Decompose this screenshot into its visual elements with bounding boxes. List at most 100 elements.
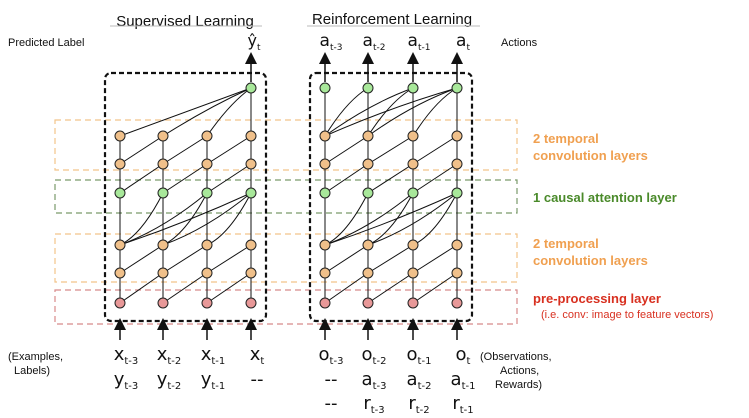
rl-node-r3-c2 [407,187,419,199]
supervised-node-r3-c2 [201,187,213,199]
supervised-node-r5-c2 [201,267,213,279]
supervised-node-r1-c2 [201,130,213,142]
rl-node-r2-c2 [407,158,419,170]
rl-node-r3-c0 [319,187,331,199]
observations-label-line3: Rewards) [495,379,542,391]
rl-node-r5-c0 [319,267,331,279]
observations-label-line1: (Observations, [480,351,552,363]
supervised-node-r4-c3 [245,239,257,251]
supervised-node-r5-c0 [114,267,126,279]
rl-output-symbol: at-3 [320,31,343,53]
rl-node-r0-c2 [407,82,419,94]
preprocessing-band [54,289,518,325]
supervised-node-r5-c1 [157,267,169,279]
rl-node-r6-c0 [319,297,331,309]
supervised-node-r6-c1 [157,297,169,309]
preprocessing-label: pre-processing layer [533,291,661,306]
rl-model-box [308,71,474,323]
supervised-node-r6-c2 [201,297,213,309]
examples-label-line2: Labels) [14,365,50,377]
rl-node-r2-c0 [319,158,331,170]
preprocessing-note: (i.e. conv: image to feature vectors) [541,309,713,321]
temporal-top-band [54,119,518,171]
supervised-node-r4-c1 [157,239,169,251]
supervised-input-y: yt-1 [201,369,226,392]
rl-node-r5-c2 [407,267,419,279]
rl-input-a: at-1 [451,369,476,392]
supervised-node-r4-c2 [201,239,213,251]
supervised-node-r2-c2 [201,158,213,170]
rl-node-r2-c3 [451,158,463,170]
rl-node-r6-c1 [362,297,374,309]
rl-node-r3-c3 [451,187,463,199]
temporal-bottom-label-line1: 2 temporal [533,236,599,251]
causal-attention-band [54,179,518,214]
supervised-node-r3-c1 [157,187,169,199]
reinforcement-learning-title: Reinforcement Learning [312,11,472,28]
supervised-node-r0-c3 [245,82,257,94]
rl-input-o: ot-3 [319,344,344,367]
supervised-input-x: xt-2 [157,344,182,367]
rl-input-r: rt-1 [452,393,473,416]
actions-label-text: Actions [501,37,538,49]
supervised-learning-title: Supervised Learning [116,13,254,30]
rl-node-r4-c0 [319,239,331,251]
supervised-node-r1-c1 [157,130,169,142]
rl-network [308,52,474,340]
rl-input-o: ot-1 [407,344,432,367]
examples-label-line1: (Examples, [8,351,63,363]
rl-node-r0-c1 [362,82,374,94]
rl-node-r2-c1 [362,158,374,170]
causal-attention-label: 1 causal attention layer [533,190,677,205]
supervised-network [103,52,268,340]
rl-node-r0-c3 [451,82,463,94]
rl-output-symbol: at-2 [363,31,386,53]
rl-node-r6-c2 [407,297,419,309]
supervised-node-r1-c0 [114,130,126,142]
supervised-output-symbol: ŷt [248,31,261,53]
supervised-node-r3-c0 [114,187,126,199]
rl-node-r4-c2 [407,239,419,251]
supervised-node-r6-c3 [245,297,257,309]
supervised-input-x: xt-1 [201,344,226,367]
supervised-node-r2-c1 [157,158,169,170]
temporal-top-label-line2: convolution layers [533,148,648,163]
rl-node-r1-c2 [407,130,419,142]
rl-input-a: at-3 [362,369,387,392]
supervised-node-r5-c3 [245,267,257,279]
rl-node-r4-c3 [451,239,463,251]
rl-input-r: -- [325,393,338,414]
rl-input-r: rt-3 [363,393,384,416]
rl-node-r5-c1 [362,267,374,279]
rl-output-symbol: at [456,31,470,53]
observations-label-line2: Actions, [500,365,539,377]
rl-node-r1-c3 [451,130,463,142]
temporal-top-label-line1: 2 temporal [533,131,599,146]
rl-node-r5-c3 [451,267,463,279]
rl-input-o: ot-2 [362,344,387,367]
supervised-input-y: yt-3 [114,369,139,392]
supervised-node-r4-c0 [114,239,126,251]
supervised-model-box [103,71,268,323]
rl-node-r3-c1 [362,187,374,199]
supervised-input-y: yt-2 [157,369,182,392]
rl-node-r4-c1 [362,239,374,251]
supervised-node-r3-c3 [245,187,257,199]
rl-input-a: at-2 [407,369,432,392]
predicted-label-text: Predicted Label [8,37,84,49]
rl-node-r0-c0 [319,82,331,94]
supervised-node-r1-c3 [245,130,257,142]
rl-node-r1-c1 [362,130,374,142]
temporal-bottom-label-line2: convolution layers [533,253,648,268]
rl-input-a: -- [325,369,338,390]
supervised-node-r6-c0 [114,297,126,309]
supervised-node-r2-c3 [245,158,257,170]
temporal-bottom-band [54,233,518,283]
supervised-node-r2-c0 [114,158,126,170]
rl-output-symbol: at-1 [408,31,431,53]
rl-input-r: rt-2 [408,393,429,416]
supervised-input-y: -- [251,369,264,390]
rl-node-r1-c0 [319,130,331,142]
rl-node-r6-c3 [451,297,463,309]
